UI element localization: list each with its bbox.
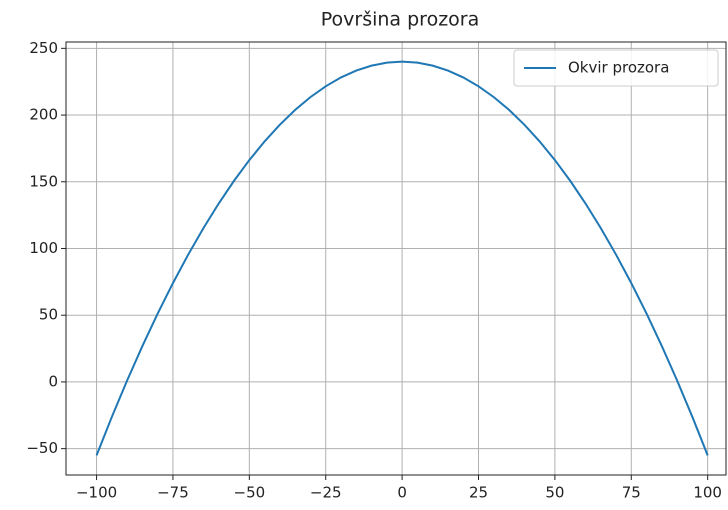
legend-box: [513, 49, 719, 87]
chart-title: Površina prozora: [321, 9, 480, 31]
x-tick-label: −100: [76, 484, 117, 502]
x-tick-label: 50: [545, 484, 564, 502]
x-tick-label: 25: [469, 484, 488, 502]
y-tick-label: 0: [48, 372, 58, 390]
legend: Okvir prozora: [513, 49, 719, 87]
y-tick-label: 100: [29, 239, 58, 257]
y-tick-label: 50: [39, 306, 58, 324]
plot-frame: [65, 41, 727, 476]
x-tick-label: −50: [234, 484, 266, 502]
x-tick-label: 100: [693, 484, 722, 502]
y-tick-label: 150: [29, 172, 58, 190]
legend-label: Okvir prozora: [568, 59, 669, 77]
x-tick-label: −25: [310, 484, 342, 502]
y-tick-label: −50: [26, 439, 58, 457]
line-series: [95, 60, 709, 456]
y-tick-label: 200: [29, 106, 58, 124]
y-tick-label: 250: [29, 39, 58, 57]
x-tick-label: 0: [397, 484, 407, 502]
x-tick-label: −75: [157, 484, 189, 502]
x-tick-label: 75: [622, 484, 641, 502]
